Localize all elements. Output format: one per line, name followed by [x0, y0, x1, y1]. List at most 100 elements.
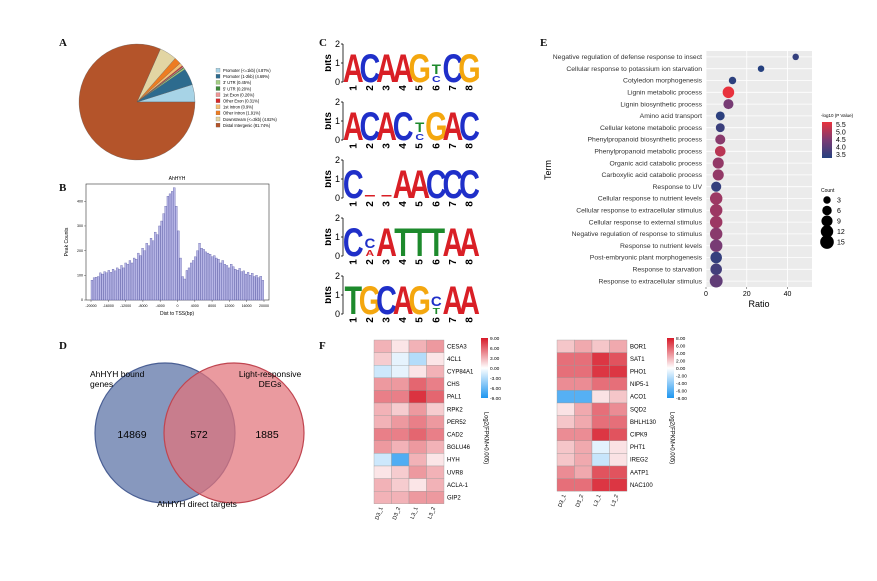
pie-legend-label: Downstream (<=3kb) (4.82%): [223, 117, 277, 122]
dotplot-x-tick-label: 40: [784, 291, 792, 298]
heatmap-cell: [373, 377, 392, 391]
heatmap-cell: [556, 465, 575, 479]
histogram-bar: [152, 240, 155, 301]
motif-position-label: 5: [415, 143, 426, 149]
motif-position-label: 2: [365, 143, 376, 149]
motif-tick-label: 2: [335, 213, 340, 223]
heatmap-cell: [373, 415, 392, 429]
heatmap-cell: [591, 440, 610, 454]
dotplot-x-ticks: 0 20 40: [704, 287, 792, 298]
dotplot-dot: [709, 215, 723, 229]
histogram-bar: [234, 268, 237, 301]
histogram-x-tick-label: -16000: [103, 304, 114, 308]
histogram-bar: [253, 276, 256, 301]
motif-position-label: 7: [448, 143, 459, 149]
histogram-bar: [120, 265, 123, 301]
heatmap-cell: [408, 428, 427, 441]
histogram-y-tick-label: 200: [77, 249, 83, 253]
motif-position-label: 3: [382, 259, 393, 265]
tss-histogram: AhHYH -20000 -16000 -12000 -8000 -4000 0 4000 8…: [64, 176, 270, 317]
motif-letter: A: [409, 162, 430, 207]
histogram-bar: [141, 248, 144, 301]
heatmap-col-label: L3_1: [593, 494, 603, 508]
dotplot-dot: [710, 251, 722, 264]
venn-right-label-1: Light-responsive: [239, 369, 302, 379]
motif-position-label: 2: [365, 317, 376, 323]
dotplot-term-label: Carboxylic acid catabolic process: [602, 172, 703, 179]
heatmap-cell: [408, 377, 427, 391]
motif-position-label: 3: [382, 143, 393, 149]
heatmap-col-label: L3_2: [427, 506, 437, 520]
heatmap-legend-title: Log2(FPKM+0.005): [669, 412, 675, 465]
heatmap-gene-label: NIP5-1: [630, 382, 649, 388]
dotplot-dot: [709, 204, 723, 217]
dotplot-term-label: Response to extracellular stimulus: [598, 278, 702, 285]
heatmap-gene-label: CESA3: [447, 344, 467, 350]
heatmap-legend-tick: 3.00: [490, 356, 500, 362]
heatmap-gene-label: IREG2: [630, 458, 649, 464]
motif-position-label: 4: [398, 317, 409, 323]
histogram-bar: [215, 257, 218, 301]
motif-axis-label: bits: [325, 54, 334, 72]
motif-position-label: 7: [448, 317, 459, 323]
heatmap-cell: [574, 377, 593, 391]
dotplot-term-label: Cellular response to nutrient levels: [598, 196, 703, 203]
heatmap-legend-tick: -6.00: [490, 386, 501, 392]
histogram-bar: [158, 225, 161, 301]
motif-letter: A: [442, 278, 463, 323]
histogram-bar: [154, 231, 157, 301]
motif-letter: T: [411, 220, 429, 265]
histogram-title: AhHYH: [169, 176, 186, 182]
heatmap-cell: [556, 440, 575, 454]
histogram-bar: [139, 255, 142, 301]
histogram-bar: [232, 266, 235, 301]
heatmap-cell: [373, 478, 392, 492]
motif-letter: A: [376, 46, 397, 91]
motif-tick-label: 0: [335, 251, 340, 261]
pie-legend-swatch: [215, 92, 221, 97]
heatmap-legend-tick: 4.00: [676, 351, 686, 357]
heatmap-gene-label: AATP1: [630, 470, 649, 476]
histogram-bar: [225, 265, 229, 301]
motif-axis-label: bits: [325, 170, 334, 188]
histogram-bar: [255, 275, 258, 301]
pie-legend-swatch: [215, 122, 221, 128]
heatmap-cell: [591, 415, 610, 429]
heatmap-gene-label: BHLH130: [630, 420, 657, 426]
histogram-bar: [147, 245, 151, 301]
histogram-bar: [190, 262, 193, 301]
heatmap-cell: [426, 352, 445, 366]
heatmap-cell: [591, 365, 610, 378]
motif-position-label: 3: [382, 201, 393, 207]
motif-letter: T: [433, 308, 441, 317]
motif-letter: C: [393, 104, 414, 149]
heatmap-cell: [609, 428, 628, 441]
histogram-bar: [103, 271, 106, 301]
heatmap-cell: [408, 440, 427, 454]
histogram-bar: [259, 276, 262, 301]
heatmap-legend-tick: -2.00: [676, 374, 687, 380]
motif-letter: C: [415, 134, 424, 143]
histogram-bar: [99, 272, 102, 301]
motif-letter: T: [394, 220, 412, 265]
heatmap-cell: [591, 390, 610, 404]
histogram-bar: [211, 256, 214, 301]
size-legend-title: Count: [821, 188, 835, 194]
histogram-bar: [227, 267, 231, 301]
heatmap-cell: [408, 339, 427, 353]
pie-legend-swatch: [215, 68, 221, 73]
heatmap-left: CESA3 4CL1 CYP84A1 CHS PAL1 RPK2 PER52 CAD2 BGLU…: [373, 336, 501, 520]
size-legend-label: 9: [837, 219, 841, 226]
histogram-bar: [217, 259, 220, 301]
motif-letter: A: [459, 278, 480, 323]
motif-tick-label: 1: [335, 232, 340, 242]
motif-letter: C: [459, 104, 480, 149]
heatmap-cell: [556, 453, 575, 467]
heatmap-cell: [373, 440, 392, 454]
histogram-bar: [246, 272, 250, 301]
heatmap-cell: [391, 415, 410, 429]
heatmap-cell: [574, 339, 593, 353]
heatmap-col-label: D3_1: [557, 494, 567, 508]
heatmap-legend-tick: 0.00: [676, 366, 686, 372]
